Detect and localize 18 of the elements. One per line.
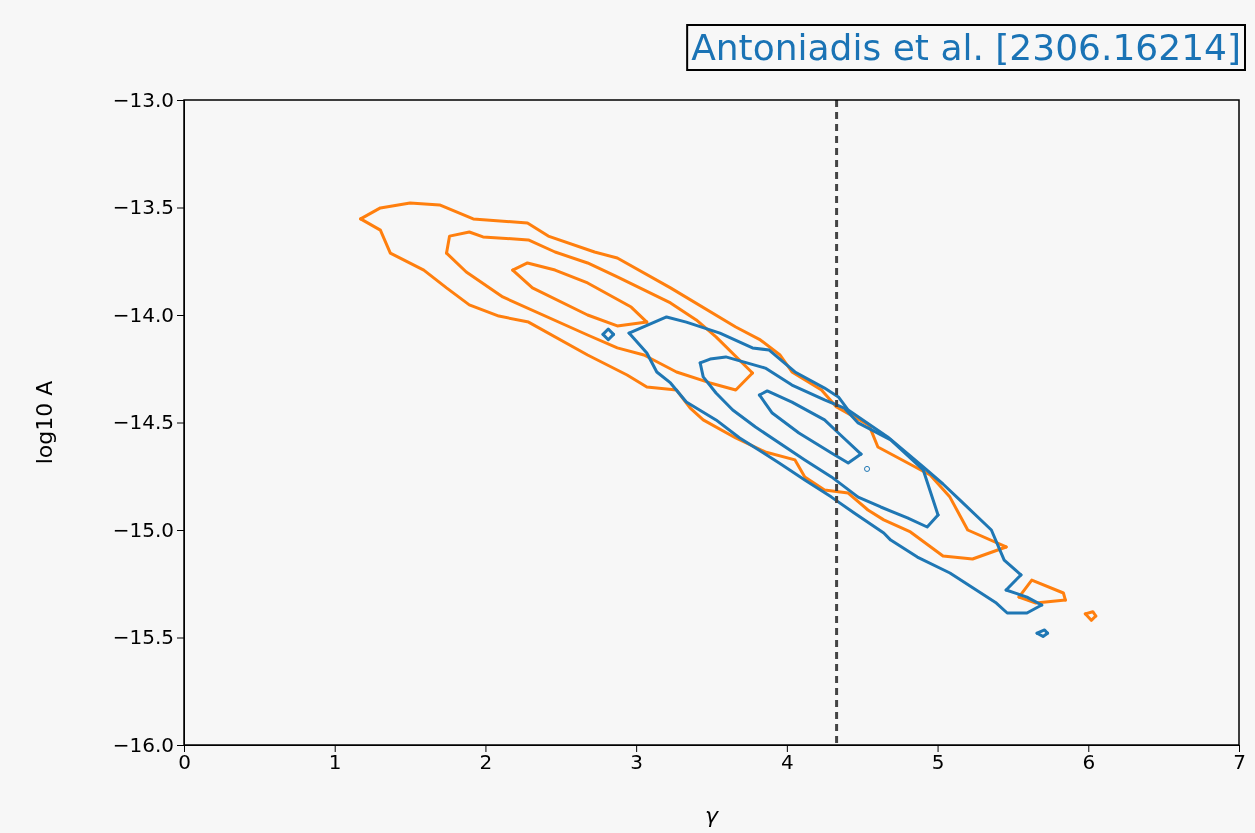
x-tick-label: 4 (780, 750, 794, 775)
x-axis-title: γ (704, 803, 719, 828)
y-tick-label: −14.0 (112, 302, 174, 327)
x-tick-label: 5 (931, 750, 945, 775)
y-axis-title: log10 A (32, 380, 57, 465)
y-tick-label: −14.5 (112, 410, 174, 435)
y-tick-label: −16.0 (112, 732, 174, 757)
text: Antoniadis et al. [2306.16214] (691, 27, 1241, 68)
y-tick-label: −13.5 (112, 195, 174, 220)
x-tick-label: 6 (1082, 750, 1096, 775)
x-tick-label: 1 (328, 750, 342, 775)
x-tick-label: 7 (1233, 750, 1246, 775)
x-tick-label: 2 (479, 750, 493, 775)
y-tick-label: −15.0 (112, 517, 174, 542)
y-tick-label: −15.5 (112, 625, 174, 650)
x-tick-label: 3 (630, 750, 644, 775)
y-tick-label: −13.0 (112, 87, 174, 112)
x-tick-label: 0 (178, 750, 191, 775)
